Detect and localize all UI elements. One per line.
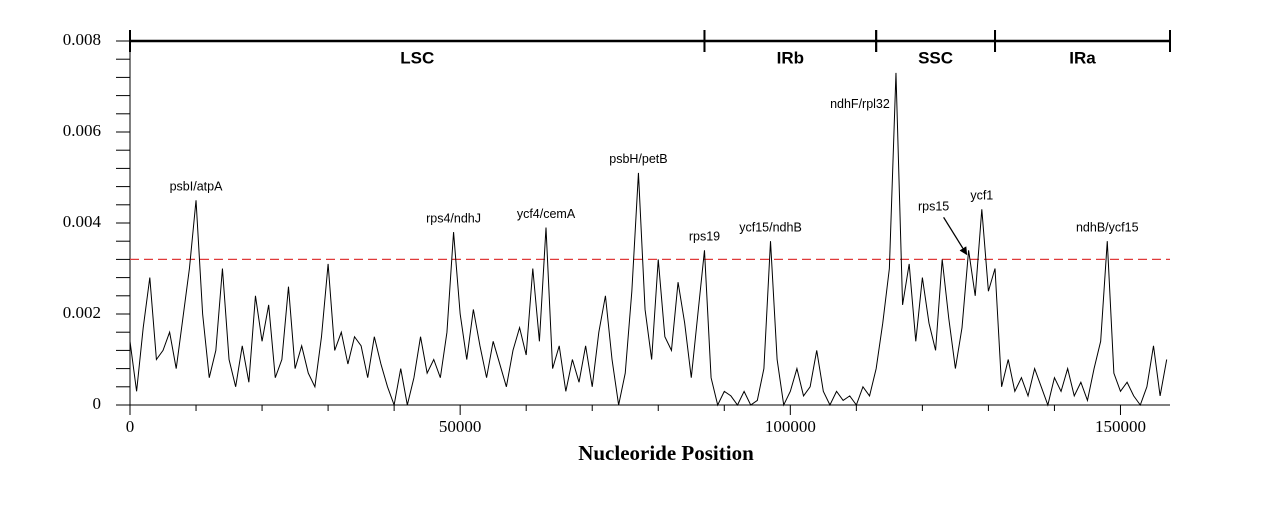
peak-annotation: rps19 bbox=[689, 230, 720, 244]
x-tick-label: 50000 bbox=[439, 417, 482, 436]
peak-annotation: psbI/atpA bbox=[170, 180, 223, 194]
peak-annotation: rps4/ndhJ bbox=[426, 211, 481, 225]
x-tick-label: 0 bbox=[126, 417, 135, 436]
region-label: IRb bbox=[777, 48, 804, 67]
y-tick-label: 0.008 bbox=[63, 30, 101, 49]
peak-annotation: ycf4/cemA bbox=[517, 207, 576, 221]
peak-annotation: rps15 bbox=[918, 200, 949, 214]
peak-annotation: ycf1 bbox=[970, 189, 993, 203]
x-tick-label: 150000 bbox=[1095, 417, 1146, 436]
x-axis-title: Nucleoride Position bbox=[578, 441, 754, 465]
peak-annotation: ndhF/rpl32 bbox=[830, 97, 890, 111]
y-tick-label: 0.006 bbox=[63, 121, 101, 140]
y-tick-label: 0.004 bbox=[63, 212, 102, 231]
peak-annotation: ndhB/ycf15 bbox=[1076, 220, 1139, 234]
region-label: SSC bbox=[918, 48, 953, 67]
x-tick-label: 100000 bbox=[765, 417, 816, 436]
y-tick-label: 0.002 bbox=[63, 303, 101, 322]
region-label: LSC bbox=[400, 48, 434, 67]
peak-annotation: psbH/petB bbox=[609, 152, 667, 166]
annotation-arrow bbox=[943, 216, 968, 256]
data-line bbox=[129, 72, 1168, 407]
peak-annotation: ycf15/ndhB bbox=[739, 220, 802, 234]
region-label: IRa bbox=[1069, 48, 1096, 67]
y-tick-label: 0 bbox=[93, 394, 102, 413]
